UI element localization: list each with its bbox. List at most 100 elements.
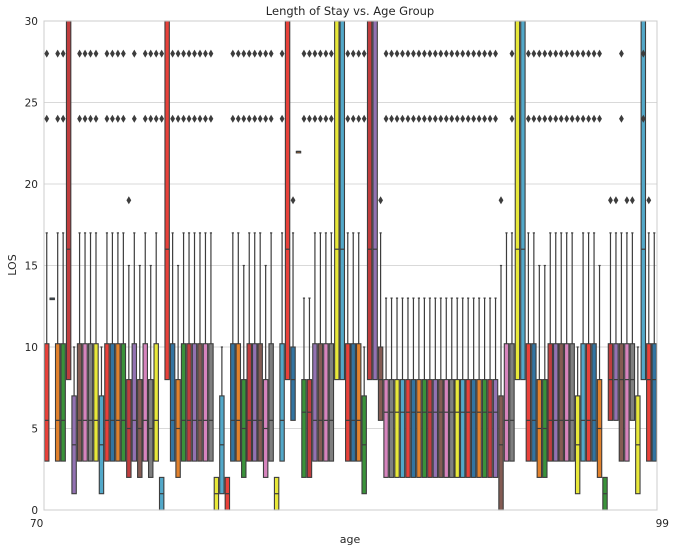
box-body — [427, 379, 433, 478]
box-flier — [93, 49, 99, 58]
box — [230, 49, 236, 462]
box-body — [569, 343, 575, 462]
box-flier — [307, 114, 312, 123]
y-tick-label: 25 — [25, 98, 38, 110]
box — [646, 196, 652, 462]
box-series — [43, 20, 658, 511]
box-flier — [569, 49, 575, 58]
box — [82, 49, 88, 462]
box-flier — [120, 49, 126, 58]
box — [323, 49, 329, 462]
box — [186, 49, 192, 462]
box — [476, 49, 482, 478]
box-flier — [411, 49, 416, 58]
box-flier — [361, 114, 367, 123]
box-flier — [438, 114, 444, 123]
box-body — [350, 343, 356, 462]
box — [635, 346, 641, 495]
box-body — [405, 379, 411, 478]
box — [153, 49, 159, 462]
x-axis-label: age — [340, 533, 361, 546]
box-flier — [142, 114, 148, 123]
box-flier — [400, 114, 405, 123]
box-flier — [307, 49, 312, 58]
box-flier — [246, 49, 252, 58]
box-body — [629, 343, 636, 421]
box-flier — [460, 114, 466, 123]
box-body — [246, 343, 252, 462]
box-flier — [203, 49, 208, 58]
box-body — [60, 343, 66, 462]
box-flier — [120, 114, 126, 123]
box-body — [492, 379, 499, 478]
box — [169, 49, 176, 462]
box-body — [235, 343, 242, 462]
box — [465, 49, 471, 478]
box-flier — [580, 114, 586, 123]
box-body — [334, 20, 340, 381]
box-flier — [531, 114, 537, 123]
box-flier — [60, 49, 66, 58]
box — [213, 476, 220, 511]
box-flier — [82, 114, 88, 123]
box-flier — [465, 114, 471, 123]
box-flier — [235, 49, 241, 58]
box-flier — [197, 114, 203, 123]
box-flier — [192, 49, 197, 58]
box-flier — [482, 49, 487, 58]
box — [273, 476, 280, 511]
box-body — [317, 343, 324, 462]
box — [388, 49, 395, 478]
box — [509, 49, 515, 462]
box-flier — [443, 49, 449, 58]
box-flier — [449, 49, 455, 58]
box-body — [279, 343, 285, 462]
box — [547, 49, 554, 462]
box — [339, 20, 346, 381]
box — [618, 49, 625, 462]
box-flier — [246, 114, 252, 123]
box-flier — [257, 114, 263, 123]
box-flier — [104, 49, 110, 58]
box — [131, 49, 138, 462]
box-flier — [170, 49, 176, 58]
box — [492, 49, 499, 478]
box-flier — [110, 49, 115, 58]
box-flier — [186, 114, 192, 123]
box — [164, 20, 170, 381]
box-flier — [153, 114, 159, 123]
box-flier — [361, 49, 367, 58]
box-body — [443, 379, 450, 478]
box — [60, 49, 66, 462]
box — [449, 49, 455, 478]
box-flier — [175, 114, 181, 123]
box — [602, 476, 608, 511]
box-flier — [44, 114, 50, 123]
y-axis-label: LOS — [6, 254, 19, 275]
box — [591, 49, 597, 462]
box-body — [104, 343, 110, 462]
box-body — [449, 379, 455, 478]
box-flier — [383, 49, 389, 58]
box-flier — [279, 49, 285, 58]
box-flier — [624, 196, 630, 205]
box-flier — [597, 114, 602, 123]
box-flier — [536, 49, 542, 58]
box-body — [197, 343, 203, 462]
box-flier — [93, 114, 99, 123]
box-flier — [383, 114, 389, 123]
box — [312, 49, 318, 462]
box-flier — [328, 114, 334, 123]
box-flier — [476, 49, 482, 58]
box-flier — [542, 114, 548, 123]
box-flier — [159, 114, 165, 123]
box-flier — [153, 49, 159, 58]
box — [427, 49, 433, 478]
box — [109, 49, 116, 462]
box-flier — [487, 49, 493, 58]
box — [432, 49, 439, 478]
box-flier — [394, 114, 400, 123]
box — [43, 49, 50, 462]
box-flier — [427, 114, 433, 123]
box-flier — [421, 49, 427, 58]
